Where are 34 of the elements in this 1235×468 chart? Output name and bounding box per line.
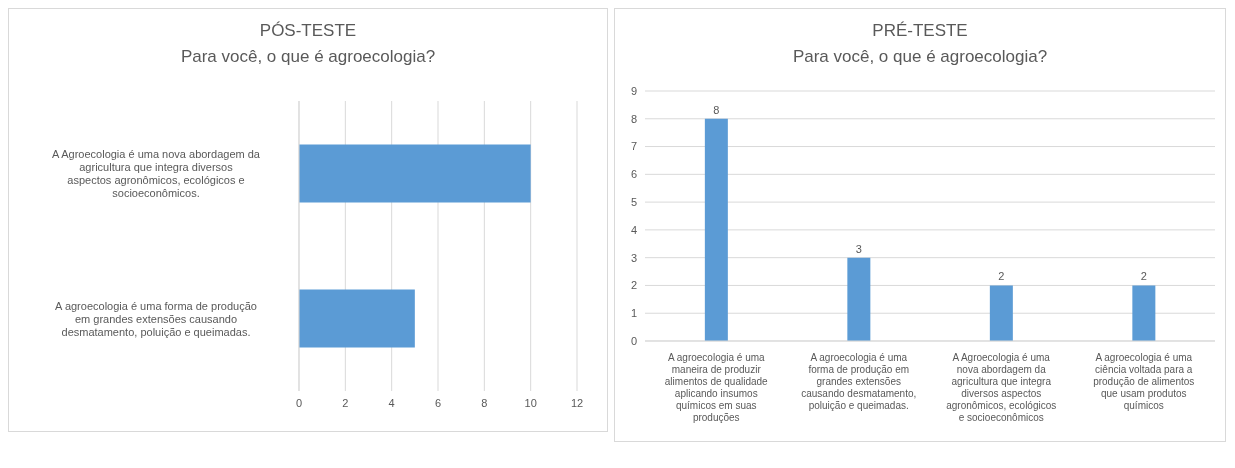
y-tick-label: 1: [630, 307, 637, 320]
x-tick-label: 8: [481, 396, 488, 409]
chart-title: PÓS-TESTE: [258, 21, 358, 41]
x-tick-label: 0: [295, 396, 303, 409]
data-label: 3: [855, 242, 862, 255]
x-tick-label: A Agroecologia é uma nova abordagem da agricultura que integra diversos aspectos agronômicos, ecológicos e socioeconômicos: [946, 352, 1057, 423]
x-tick-label: 12: [570, 396, 584, 409]
data-label: 8: [713, 103, 720, 116]
x-tick-label: 2: [342, 396, 349, 409]
x-tick-label: 4: [388, 396, 395, 409]
bar: [704, 118, 728, 341]
y-tick-label: 8: [630, 112, 637, 125]
y-tick-label: 2: [630, 279, 637, 292]
bar: [1132, 285, 1156, 341]
bar: [989, 285, 1013, 341]
y-tick-label: 7: [630, 140, 637, 153]
y-tick-label: 5: [630, 196, 637, 209]
x-tick-label: A agroecologia é uma maneira de produzir alimentos de qualidade aplicando insumos químicos em suas produções: [664, 352, 769, 423]
data-label: 2: [1140, 270, 1147, 283]
chart-subtitle: Para você, o que é agroecologia?: [791, 47, 1049, 67]
x-tick-label: A agroecologia é uma ciência voltada para a produção de alimentos que usam produtos químicos: [1093, 352, 1195, 411]
chart-title: PRÉ-TESTE: [871, 21, 969, 41]
data-label: 2: [998, 270, 1005, 283]
x-tick-label: 6: [434, 396, 442, 409]
chart-subtitle: Para você, o que é agroecologia?: [179, 47, 437, 67]
y-tick-label: A Agroecologia é uma nova abordagem da agricultura que integra diversos aspectos agronômicos, ecológicos e socioeconômicos.: [52, 148, 261, 199]
x-tick-label: A agroecologia é uma forma de produção em grandes extensões causando desmatamento, poluição e queimadas.: [801, 352, 917, 411]
bar: [847, 257, 871, 341]
y-tick-label: 9: [630, 84, 637, 97]
y-tick-label: 4: [630, 223, 637, 236]
y-tick-label: 3: [630, 251, 637, 264]
y-tick-label: 6: [630, 168, 637, 181]
y-tick-label: 0: [630, 334, 637, 347]
x-tick-label: 10: [524, 396, 537, 409]
